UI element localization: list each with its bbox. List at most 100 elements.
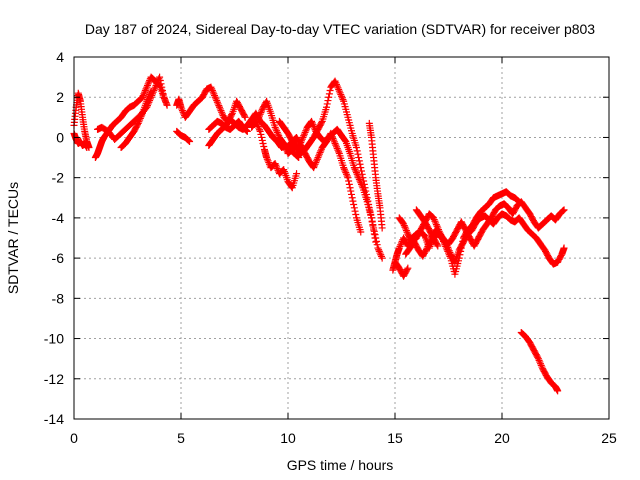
data-point-marker — [559, 207, 567, 215]
data-point-marker — [308, 119, 316, 127]
data-point-marker — [295, 144, 303, 151]
data-point-marker — [404, 264, 412, 272]
data-point-marker — [430, 214, 438, 222]
data-point-marker — [333, 145, 341, 153]
data-point-marker — [240, 112, 248, 120]
data-point-marker — [331, 77, 339, 85]
x-tick-label: 10 — [280, 430, 296, 446]
data-point-marker — [426, 237, 434, 245]
x-tick-label: 25 — [601, 430, 617, 446]
data-point-marker — [310, 122, 318, 130]
data-point-marker — [211, 93, 219, 101]
data-point-marker — [355, 174, 363, 182]
data-point-marker — [370, 226, 378, 234]
data-point-marker — [354, 150, 362, 158]
data-point-marker — [315, 150, 323, 158]
data-point-marker — [242, 126, 250, 134]
data-point-marker — [253, 119, 261, 127]
data-point-marker — [255, 114, 263, 122]
data-point-marker — [423, 244, 431, 252]
data-point-marker — [432, 221, 440, 229]
data-point-marker — [273, 163, 281, 171]
data-point-marker — [336, 89, 344, 97]
data-point-marker — [151, 83, 159, 91]
data-point-marker — [340, 165, 348, 173]
data-point-marker — [378, 254, 386, 262]
data-point-marker — [309, 121, 317, 129]
data-point-marker — [213, 98, 221, 106]
data-point-marker — [255, 126, 263, 134]
data-point-marker — [163, 101, 171, 109]
series-track-b — [70, 129, 91, 151]
data-point-marker — [140, 90, 148, 98]
data-point-marker — [264, 157, 272, 165]
plot-frame — [73, 56, 610, 420]
data-point-marker — [298, 137, 306, 145]
data-point-marker — [353, 170, 361, 178]
data-point-marker — [349, 197, 357, 205]
data-point-marker — [159, 90, 167, 98]
data-point-marker — [160, 93, 168, 101]
data-point-marker — [317, 147, 325, 155]
y-tick-label: -4 — [52, 210, 65, 226]
data-point-marker — [134, 119, 142, 127]
data-point-marker — [258, 136, 266, 144]
data-point-marker — [352, 211, 360, 219]
data-point-marker — [243, 127, 251, 135]
data-point-marker — [351, 207, 359, 215]
data-point-marker — [272, 161, 280, 169]
data-point-marker — [274, 130, 282, 138]
data-point-marker — [146, 89, 154, 97]
data-point-marker — [457, 247, 465, 255]
data-point-marker — [313, 157, 321, 165]
data-point-marker — [370, 230, 378, 238]
data-point-marker — [265, 159, 273, 167]
data-point-marker — [146, 91, 154, 99]
data-point-marker — [356, 177, 364, 185]
data-point-marker — [215, 102, 223, 110]
data-point-marker — [257, 130, 265, 138]
data-point-marker — [216, 103, 224, 111]
data-point-marker — [260, 142, 268, 150]
y-tick-label: 0 — [56, 129, 64, 145]
axis-ticks: 0 5 10 15 20 25 -14 -12 -10 -8 -6 -4 -2 0 2 4 — [44, 49, 617, 446]
data-point-marker — [137, 113, 145, 121]
data-point-marker — [355, 154, 363, 162]
data-point-marker — [256, 110, 264, 118]
data-point-marker — [312, 159, 320, 167]
data-point-marker — [538, 363, 546, 371]
data-point-marker — [456, 251, 464, 259]
data-point-marker — [401, 223, 409, 231]
data-point-marker — [431, 217, 439, 225]
data-point-marker — [299, 133, 307, 141]
data-point-marker — [350, 164, 358, 172]
data-point-marker — [185, 137, 193, 145]
data-point-marker — [335, 86, 343, 94]
data-point-marker — [534, 355, 542, 363]
data-point-marker — [333, 82, 341, 90]
series-track-a — [70, 89, 93, 151]
data-point-marker — [422, 245, 430, 253]
data-point-marker — [372, 237, 380, 245]
data-point-marker — [147, 87, 155, 95]
series-track-e — [117, 87, 155, 151]
data-point-marker — [378, 224, 386, 232]
data-point-marker — [136, 116, 144, 124]
data-point-marker — [141, 87, 149, 95]
data-point-marker — [311, 160, 319, 168]
data-point-marker — [253, 121, 261, 129]
data-point-marker — [342, 170, 350, 178]
data-point-marker — [288, 183, 296, 191]
data-point-marker — [295, 154, 303, 162]
data-point-marker — [369, 222, 377, 230]
data-point-marker — [208, 87, 216, 95]
data-point-marker — [256, 127, 264, 135]
data-point-marker — [377, 251, 385, 259]
data-point-marker — [243, 127, 251, 135]
data-point-marker — [434, 242, 442, 250]
data-point-marker — [433, 241, 441, 249]
data-point-marker — [214, 100, 222, 108]
data-point-marker — [143, 96, 151, 104]
